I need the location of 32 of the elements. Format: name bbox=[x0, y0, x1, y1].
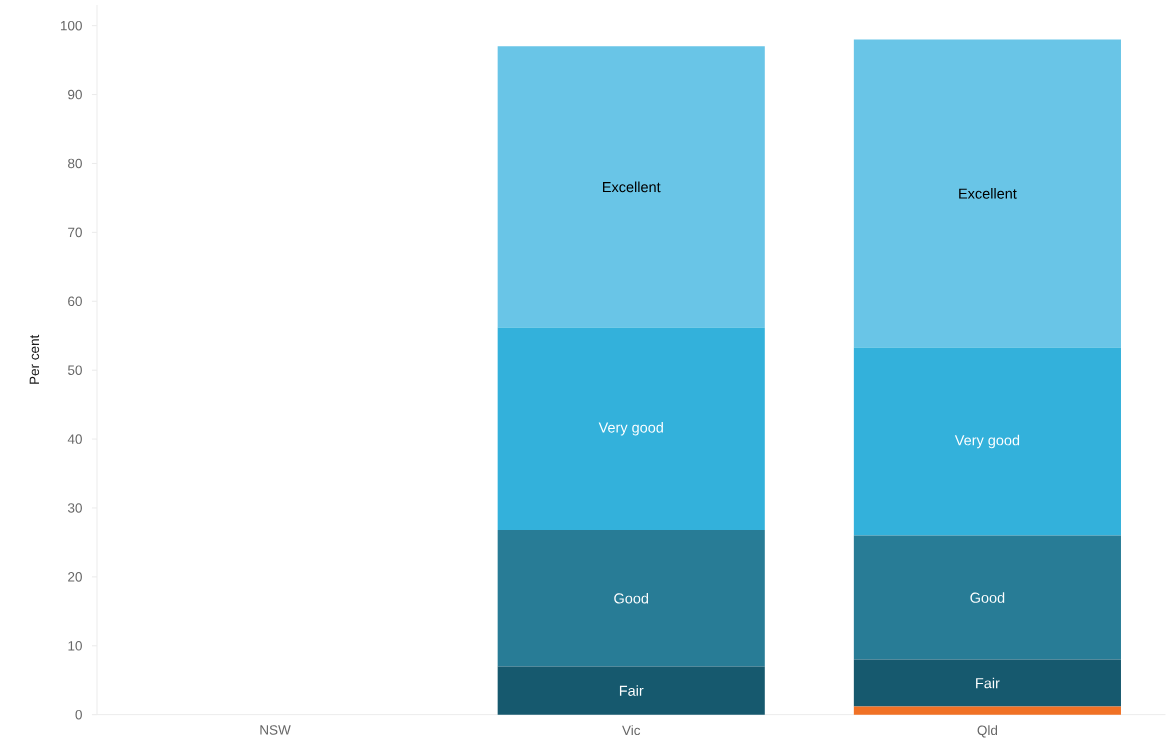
y-axis-title: Per cent bbox=[29, 334, 40, 385]
bar bbox=[853, 39, 1121, 348]
x-tick-label: NSW bbox=[260, 725, 291, 735]
bar bbox=[853, 535, 1121, 660]
bar bbox=[853, 706, 1121, 715]
text: Very good bbox=[598, 422, 663, 436]
y-tick-label: 20 bbox=[68, 572, 82, 582]
y-tick-label: 100 bbox=[60, 21, 82, 31]
bar bbox=[497, 46, 765, 328]
bar bbox=[853, 347, 1121, 536]
bar bbox=[497, 530, 765, 667]
y-tick-label: 0 bbox=[75, 710, 82, 720]
text: Good bbox=[614, 593, 649, 604]
series-label: Excellent bbox=[603, 181, 661, 193]
y-tick-label: 90 bbox=[68, 89, 82, 100]
y-tick-label: 40 bbox=[67, 434, 82, 444]
series-label: Fair bbox=[976, 677, 1000, 689]
x-tick-label: Vic bbox=[622, 725, 641, 736]
y-tick-label: 70 bbox=[68, 227, 82, 238]
y-tick-label: 50 bbox=[67, 365, 82, 376]
bar bbox=[497, 327, 765, 531]
y-tick-label: 30 bbox=[67, 503, 82, 513]
y-tick-label: 10 bbox=[68, 641, 82, 651]
bar bbox=[497, 666, 765, 715]
series-label: Very good bbox=[954, 434, 1020, 449]
text: Excellent bbox=[959, 188, 1017, 199]
y-tick-label: 60 bbox=[68, 296, 82, 307]
series-label: Good bbox=[970, 592, 1005, 604]
bar bbox=[853, 659, 1121, 707]
x-tick-label: Qld bbox=[977, 725, 998, 738]
y-tick-label: 80 bbox=[68, 158, 82, 169]
text: Fair bbox=[619, 685, 644, 697]
